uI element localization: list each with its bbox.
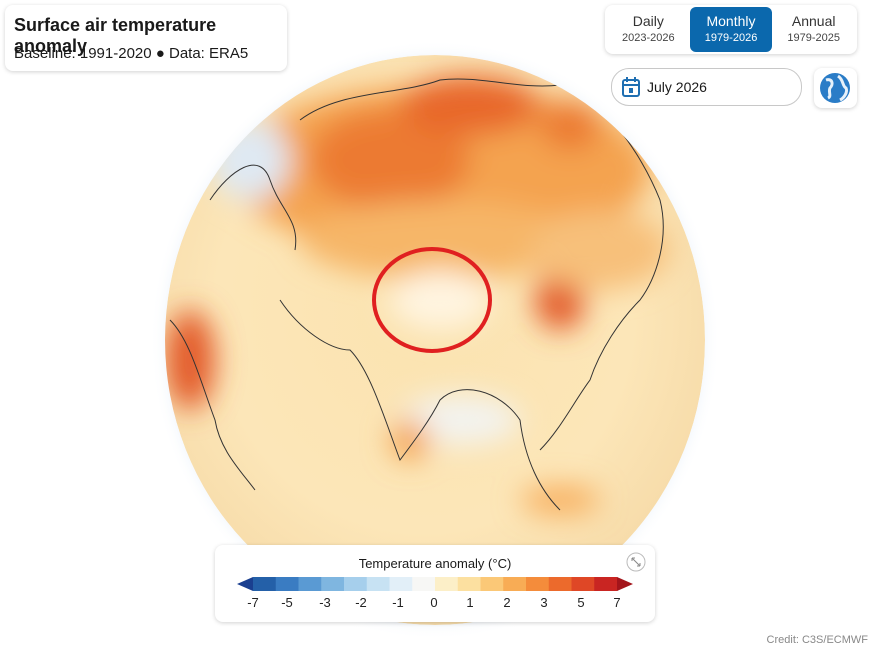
period-tab[interactable]: Annual 1979-2025 [772, 7, 855, 52]
legend-title: Temperature anomaly (°C) [358, 556, 512, 571]
color-bar-segment [366, 577, 390, 591]
color-bar-segment [480, 577, 504, 591]
legend-tick-label: -7 [247, 595, 259, 610]
color-bar-end [237, 577, 253, 591]
color-bar-segment [344, 577, 368, 591]
color-bar-segment [389, 577, 413, 591]
color-bar-segment [526, 577, 550, 591]
color-bar: -7 -5 -3 -2 -1 0 1 2 3 5 7 [237, 552, 646, 610]
highlight-ring [372, 247, 492, 353]
legend-tick-label: 0 [430, 595, 437, 610]
date-text: July 2026 [647, 79, 707, 95]
color-bar-segment [457, 577, 481, 591]
tab-range: 1979-2026 [704, 32, 758, 44]
legend-tick-label: -1 [392, 595, 404, 610]
legend-tick-label: 2 [503, 595, 510, 610]
legend-tick-label: -3 [319, 595, 331, 610]
tab-range: 2023-2026 [622, 32, 675, 44]
period-tab[interactable]: Daily 2023-2026 [607, 7, 690, 52]
color-bar-segment [412, 577, 436, 591]
color-bar-segment [435, 577, 459, 591]
color-bar-segment [548, 577, 572, 591]
tab-label: Monthly [706, 13, 756, 29]
legend-tick-label: 7 [613, 595, 620, 610]
legend: Temperature anomaly (°C) -7 -5 -3 -2 -1 0 1 2 3 5… [215, 545, 655, 622]
color-bar-segment [321, 577, 345, 591]
color-bar-segment [275, 577, 299, 591]
color-bar-segment [594, 577, 618, 591]
legend-tick-label: 1 [466, 595, 473, 610]
color-bar-segment [571, 577, 595, 591]
legend-tick-label: 5 [577, 595, 584, 610]
calendar-icon [622, 77, 640, 97]
legend-tick-label: -5 [281, 595, 293, 610]
color-bar-segment [298, 577, 322, 591]
globe-icon [820, 73, 850, 103]
title-card: Surface air temperature anomaly Baseline… [5, 5, 287, 71]
tab-label: Daily [632, 13, 664, 29]
color-bar-end [617, 577, 633, 591]
legend-tick-label: -2 [355, 595, 367, 610]
date-picker[interactable]: July 2026 [611, 68, 802, 106]
subtitle: Baseline: 1991-2020 ● Data: ERA5 [14, 45, 249, 62]
legend-tick-label: 3 [540, 595, 547, 610]
tab-range: 1979-2025 [787, 32, 840, 44]
view-toggle[interactable] [814, 68, 857, 108]
color-bar-segment [253, 577, 277, 591]
color-bar-segment [503, 577, 527, 591]
period-tab[interactable]: Monthly 1979-2026 [689, 7, 773, 52]
credit: Credit: C3S/ECMWF [766, 634, 868, 646]
tab-label: Annual [791, 13, 836, 29]
period-tabs: Daily 2023-2026 Monthly 1979-2026 Annual 1979… [605, 5, 857, 54]
title: Surface air temperature anomaly [14, 15, 217, 56]
